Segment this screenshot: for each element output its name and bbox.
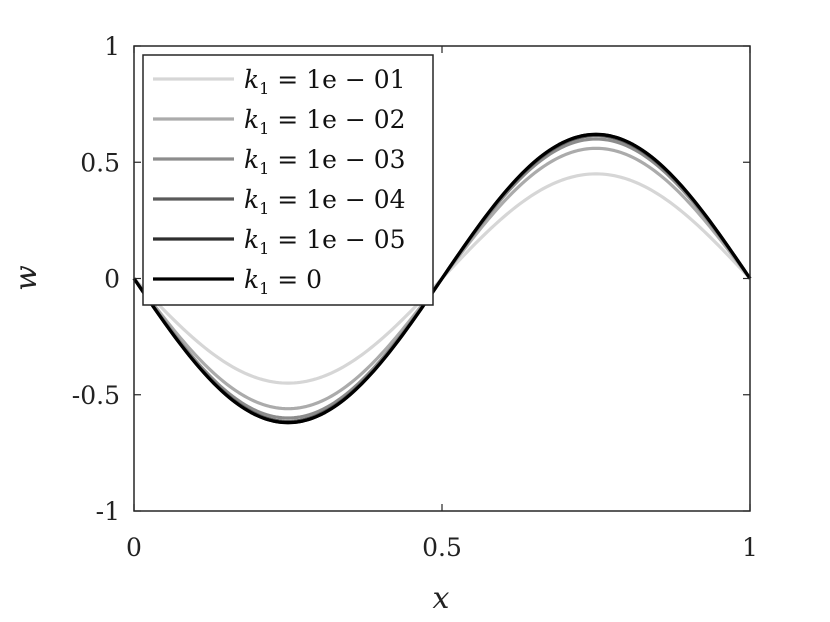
legend-label-2: k1 = 1e − 02	[244, 105, 406, 138]
legend-label-1: k1 = 1e − 01	[244, 65, 406, 98]
y-tick-label: -1	[96, 497, 120, 526]
x-tick-label: 1	[742, 533, 758, 562]
x-tick-label: 0	[126, 533, 142, 562]
y-axis-label: w	[9, 265, 44, 291]
x-tick-label: 0.5	[422, 533, 462, 562]
y-tick-label: -0.5	[72, 381, 120, 410]
series-lines	[132, 132, 752, 425]
x-axis-label: x	[433, 581, 450, 616]
legend-box	[142, 54, 434, 306]
legend-label-3: k1 = 1e − 03	[244, 145, 406, 178]
axis-ticks: 0 0.5 1 -1 -0.5 0 0.5 1	[72, 32, 758, 562]
legend-label-4: k1 = 1e − 04	[244, 185, 406, 218]
y-tick-label: 0	[104, 265, 120, 294]
legend: k1 = 1e − 01 k1 = 1e − 02 k1 = 1e − 03 k1 =…	[142, 54, 434, 306]
y-tick-label: 1	[104, 32, 120, 61]
legend-label-5: k1 = 1e − 05	[244, 225, 406, 258]
series-line-6	[132, 132, 752, 425]
legend-label-6: k1 = 0	[244, 265, 322, 298]
y-tick-label: 0.5	[80, 148, 120, 177]
